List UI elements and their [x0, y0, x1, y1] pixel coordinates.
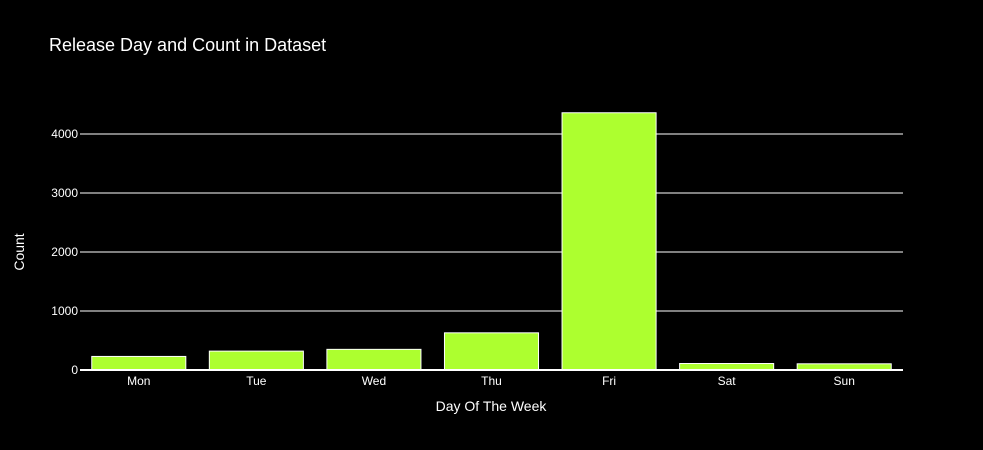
y-tick-label: 3000 — [51, 186, 78, 200]
bar-thu[interactable] — [443, 332, 540, 371]
y-gridlines — [80, 133, 903, 312]
y-tick-label: 1000 — [51, 304, 78, 318]
bar-wed[interactable] — [326, 348, 422, 371]
x-tick-label: Thu — [481, 374, 502, 388]
y-tick-labels: 0 1000 2000 3000 4000 — [51, 127, 78, 377]
y-tick-label: 4000 — [51, 127, 78, 141]
x-tick-label: Tue — [246, 374, 267, 388]
x-axis-title: Day Of The Week — [436, 398, 548, 414]
x-tick-label: Fri — [602, 374, 616, 388]
bars — [91, 112, 892, 371]
x-tick-labels: Mon Tue Wed Thu Fri Sat Sun — [127, 374, 855, 388]
bar-tue[interactable] — [208, 350, 304, 371]
bar-mon[interactable] — [91, 355, 187, 371]
y-tick-label: 2000 — [51, 245, 78, 259]
bar-fri[interactable] — [561, 112, 657, 371]
x-tick-label: Sat — [718, 374, 737, 388]
x-tick-label: Mon — [127, 374, 150, 388]
x-tick-label: Sun — [834, 374, 855, 388]
chart-title: Release Day and Count in Dataset — [49, 35, 326, 55]
y-axis-title: Count — [11, 233, 27, 270]
x-tick-label: Wed — [362, 374, 386, 388]
y-tick-label: 0 — [71, 363, 78, 377]
